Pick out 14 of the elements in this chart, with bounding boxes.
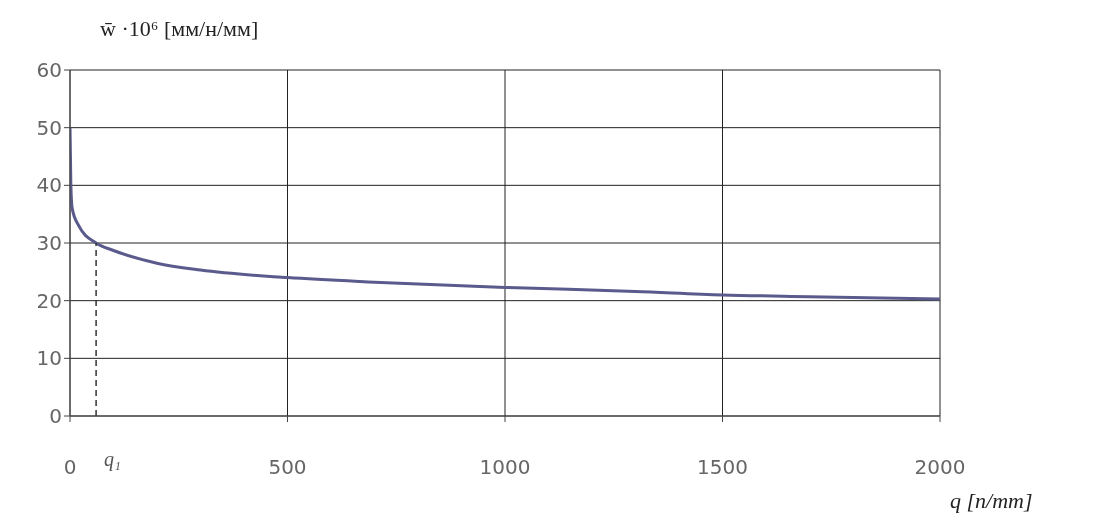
y-tick-label: 30: [36, 231, 62, 256]
x-axis-title: q [n/mm]: [950, 488, 1033, 513]
ref-line-label: q₁: [104, 448, 122, 471]
y-tick-label: 60: [36, 58, 62, 83]
x-tick-label: 500: [268, 455, 307, 480]
y-axis-title: w̄ ·10⁶ [мм/н/мм]: [100, 16, 259, 41]
x-tick-label: 1000: [479, 455, 531, 480]
y-tick-label: 10: [36, 346, 62, 371]
x-tick-label: 2000: [914, 455, 966, 480]
x-tick-label: 1500: [697, 455, 748, 480]
y-tick-label: 0: [49, 404, 62, 429]
y-tick-label: 40: [36, 173, 62, 198]
y-tick-label: 50: [36, 115, 62, 140]
y-tick-label: 20: [36, 288, 62, 313]
